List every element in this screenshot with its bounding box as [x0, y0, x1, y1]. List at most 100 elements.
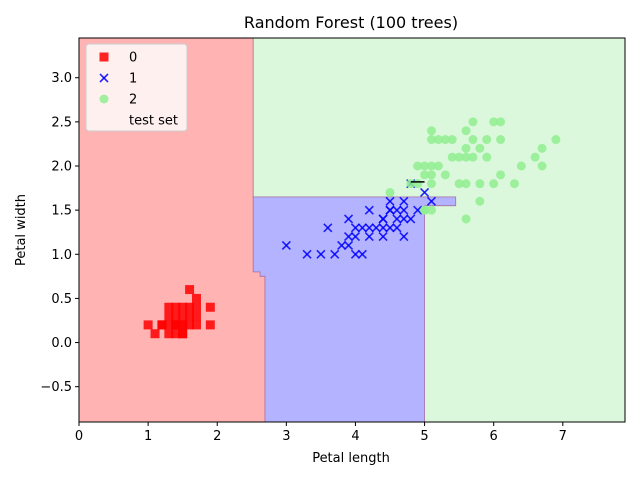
data-point-class-1	[399, 205, 409, 215]
data-point-class-0	[185, 320, 195, 330]
x-tick-label: 4	[351, 429, 359, 444]
data-point-class-0	[164, 329, 174, 339]
x-axis-label: Petal length	[312, 451, 390, 466]
plot-area	[78, 37, 626, 423]
y-tick-label: 3.0	[51, 71, 72, 86]
data-point-class-2	[440, 170, 450, 180]
plot-frame	[78, 37, 626, 423]
data-point-class-0	[143, 320, 153, 330]
x-axis: 0 1 2 3 4 5 6 7	[75, 422, 567, 444]
data-point-class-2	[447, 152, 457, 162]
data-point-class-1	[385, 196, 395, 206]
data-point-class-0	[205, 302, 215, 312]
data-point-class-1	[378, 232, 388, 242]
data-point-class-0	[185, 285, 195, 295]
data-point-class-1	[371, 223, 381, 233]
data-point-class-2	[420, 205, 430, 215]
data-point-class-1	[392, 223, 402, 233]
data-point-class-1	[399, 196, 409, 206]
data-point-class-2	[433, 161, 443, 171]
data-point-class-2	[475, 196, 485, 206]
data-point-class-1	[343, 232, 354, 242]
data-point-class-2	[496, 170, 506, 180]
x-tick-label: 7	[559, 429, 567, 444]
y-tick-label: 1.5	[51, 204, 72, 219]
data-point-class-2	[413, 179, 423, 189]
data-point-class-1	[378, 214, 388, 224]
data-point-class-2	[413, 161, 423, 171]
data-point-class-1	[399, 232, 409, 242]
data-point-class-1	[316, 249, 326, 259]
legend-label: 0	[129, 51, 137, 66]
data-point-class-1	[281, 240, 291, 251]
data-point-class-1	[343, 240, 354, 251]
data-point-class-1	[364, 205, 374, 215]
data-point-class-2	[461, 152, 471, 162]
legend-label: 2	[129, 93, 137, 108]
data-point-class-2	[489, 179, 499, 189]
legend-marker-1	[99, 73, 109, 83]
data-point-class-2	[461, 143, 471, 153]
data-point-class-1	[302, 249, 312, 259]
y-tick-label: 2.5	[51, 115, 72, 130]
data-point-class-0	[191, 302, 201, 312]
data-point-class-0	[178, 329, 188, 339]
data-point-class-1	[378, 223, 388, 233]
y-tick-label: −0.5	[40, 380, 72, 395]
data-point-class-2	[489, 117, 499, 127]
data-point-class-1	[364, 223, 374, 233]
decision-region-1	[253, 196, 456, 422]
data-point-class-2	[461, 126, 471, 136]
data-point-class-2	[454, 179, 464, 189]
data-point-class-0	[205, 320, 215, 330]
data-point-class-0	[191, 320, 201, 330]
data-point-class-0	[191, 293, 201, 303]
data-point-class-0	[171, 320, 181, 330]
x-tick-label: 6	[490, 429, 498, 444]
data-point-class-2	[530, 152, 540, 162]
data-point-class-0	[164, 320, 174, 330]
x-tick-label: 0	[75, 429, 83, 444]
data-point-class-1	[364, 232, 374, 242]
data-point-class-0	[178, 302, 188, 312]
data-point-class-1	[337, 240, 347, 251]
legend-label: test set	[129, 114, 178, 129]
data-point-class-0	[150, 329, 160, 339]
data-point-class-2	[475, 143, 485, 153]
data-point-class-2	[516, 161, 526, 171]
data-point-class-2	[482, 135, 492, 145]
y-axis-label: Petal width	[14, 194, 29, 266]
data-point-class-1	[323, 223, 333, 233]
data-point-class-2	[426, 126, 436, 136]
legend: 0 1 2 test set	[85, 43, 188, 132]
legend-label: 1	[129, 72, 137, 87]
y-tick-label: 0.5	[51, 292, 72, 307]
data-point-class-1	[385, 205, 395, 215]
data-point-class-2	[461, 214, 471, 224]
data-point-class-0	[191, 311, 201, 321]
x-tick-label: 1	[144, 429, 152, 444]
legend-frame	[85, 43, 188, 132]
data-point-class-0	[164, 311, 174, 321]
data-point-class-0	[171, 329, 181, 339]
data-point-class-1	[350, 232, 361, 242]
legend-marker-2	[99, 94, 109, 104]
data-point-class-1	[350, 223, 361, 233]
data-points	[143, 117, 561, 339]
data-point-class-2	[537, 143, 547, 153]
data-point-class-2	[440, 135, 450, 145]
data-point-class-2	[426, 179, 436, 189]
y-tick-label: 1.0	[51, 248, 72, 263]
data-point-class-2	[537, 161, 547, 171]
chart-title: Random Forest (100 trees)	[244, 13, 458, 32]
data-point-class-2	[482, 152, 492, 162]
data-point-class-1	[406, 214, 416, 224]
data-point-class-2	[420, 161, 430, 171]
data-point-class-2	[385, 187, 395, 197]
decision-regions	[79, 38, 625, 422]
data-point-class-0	[171, 311, 181, 321]
x-tick-label: 3	[282, 429, 290, 444]
data-point-class-1	[350, 249, 361, 259]
data-point-class-2	[454, 152, 464, 162]
